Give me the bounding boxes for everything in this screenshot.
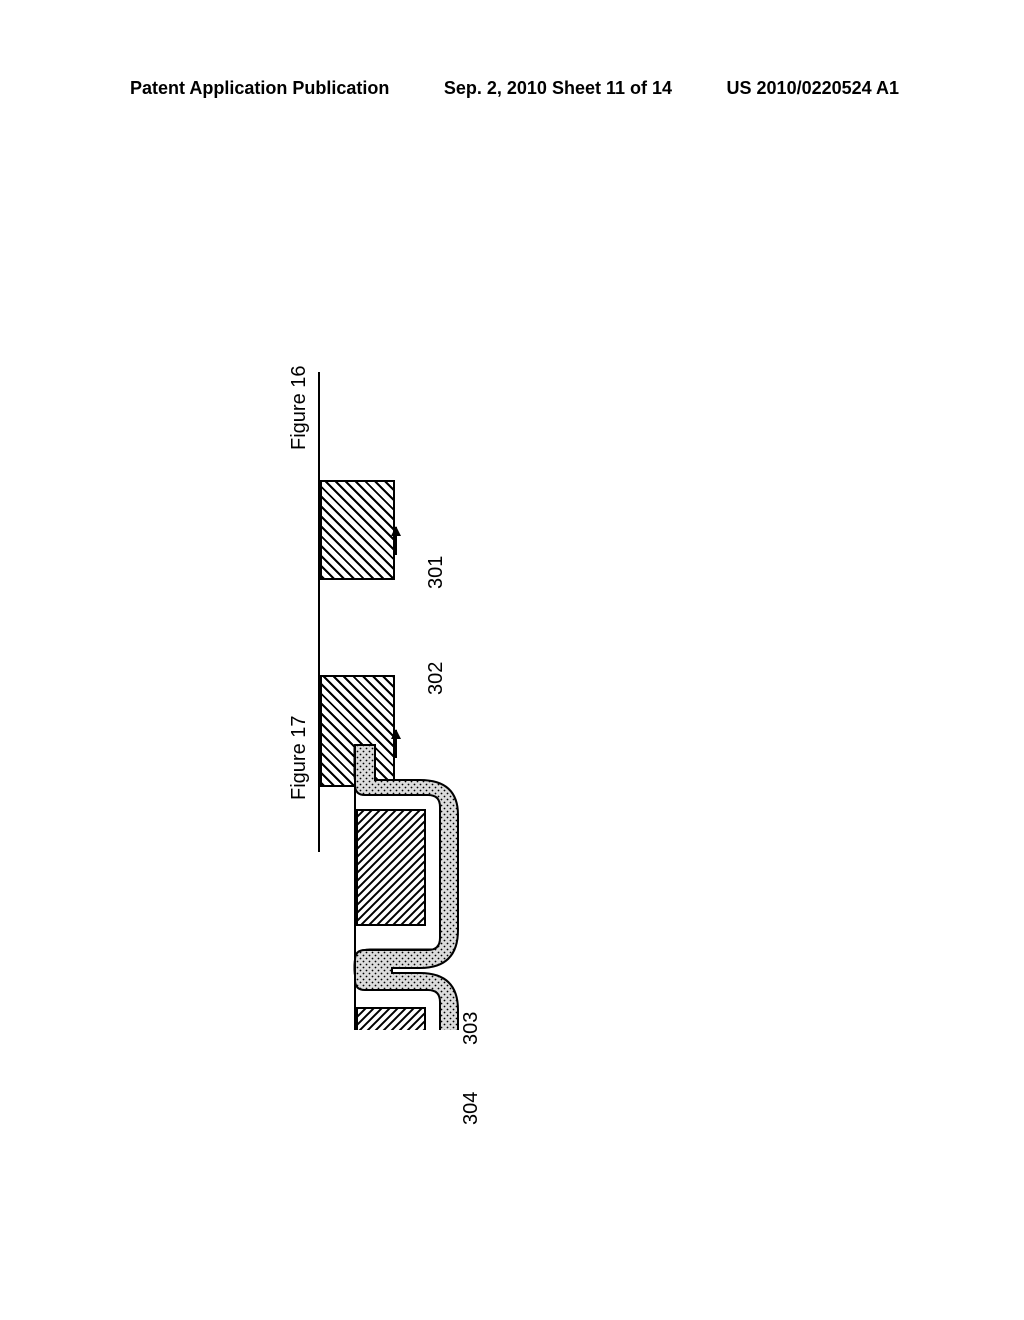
- fig17-caption: Figure 17: [288, 716, 311, 801]
- fig17-label-303: 303: [460, 1012, 483, 1045]
- fig16-arrow-301: [395, 527, 397, 555]
- fig17-block-right: [357, 1008, 425, 1030]
- diagram-area: Figure 16 301 302: [280, 280, 830, 1030]
- header-left: Patent Application Publication: [130, 78, 389, 99]
- figure-16: Figure 16 301 302: [280, 280, 830, 610]
- fig16-caption: Figure 16: [288, 366, 311, 451]
- hatch-pattern: [322, 482, 393, 578]
- header-right: US 2010/0220524 A1: [727, 78, 899, 99]
- header-center: Sep. 2, 2010 Sheet 11 of 14: [444, 78, 672, 99]
- fig17-block-left: [357, 810, 425, 925]
- fig16-block-301: [320, 480, 395, 580]
- page-header: Patent Application Publication Sep. 2, 2…: [0, 78, 1024, 99]
- fig16-label-301: 301: [425, 556, 448, 589]
- figure-17: Figure 17 303 304: [280, 630, 830, 1030]
- fig17-svg: [280, 630, 830, 1030]
- fig17-label-304: 304: [460, 1092, 483, 1125]
